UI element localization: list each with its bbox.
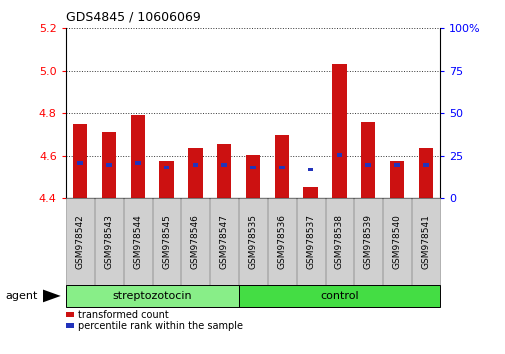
Bar [365,164,370,167]
Bar [102,132,116,198]
Bar [135,161,140,165]
Bar [188,148,202,198]
Text: GSM978544: GSM978544 [133,214,142,269]
Bar [278,166,284,169]
Text: agent: agent [5,291,37,301]
Bar [130,115,145,198]
Text: streptozotocin: streptozotocin [112,291,191,301]
Text: GSM978547: GSM978547 [219,214,228,269]
Text: GSM978539: GSM978539 [363,214,372,269]
Bar [249,166,256,169]
Text: GSM978541: GSM978541 [421,214,429,269]
Text: GSM978546: GSM978546 [190,214,199,269]
Text: transformed count: transformed count [78,310,168,320]
Text: GSM978536: GSM978536 [277,214,286,269]
Bar [245,155,260,198]
Text: GSM978538: GSM978538 [334,214,343,269]
Bar [418,148,432,198]
Bar [221,164,227,167]
Bar [393,164,399,167]
Bar [307,168,313,171]
Bar [217,144,231,198]
Bar [422,164,428,167]
Bar [332,64,346,198]
Bar [274,135,288,198]
Bar [73,124,87,198]
Text: control: control [320,291,358,301]
Text: GSM978543: GSM978543 [104,214,113,269]
Text: GSM978537: GSM978537 [306,214,315,269]
Bar [77,161,83,165]
Text: GSM978542: GSM978542 [76,214,84,269]
Bar [164,166,169,169]
Text: GSM978540: GSM978540 [392,214,401,269]
Bar [303,187,317,198]
Text: GSM978545: GSM978545 [162,214,171,269]
Text: GSM978535: GSM978535 [248,214,257,269]
Bar [360,122,375,198]
Bar [106,164,112,167]
Text: percentile rank within the sample: percentile rank within the sample [78,321,242,331]
Bar [192,164,198,167]
Bar [389,161,403,198]
Bar [336,153,341,156]
Bar [159,161,173,198]
Text: GDS4845 / 10606069: GDS4845 / 10606069 [66,10,200,23]
